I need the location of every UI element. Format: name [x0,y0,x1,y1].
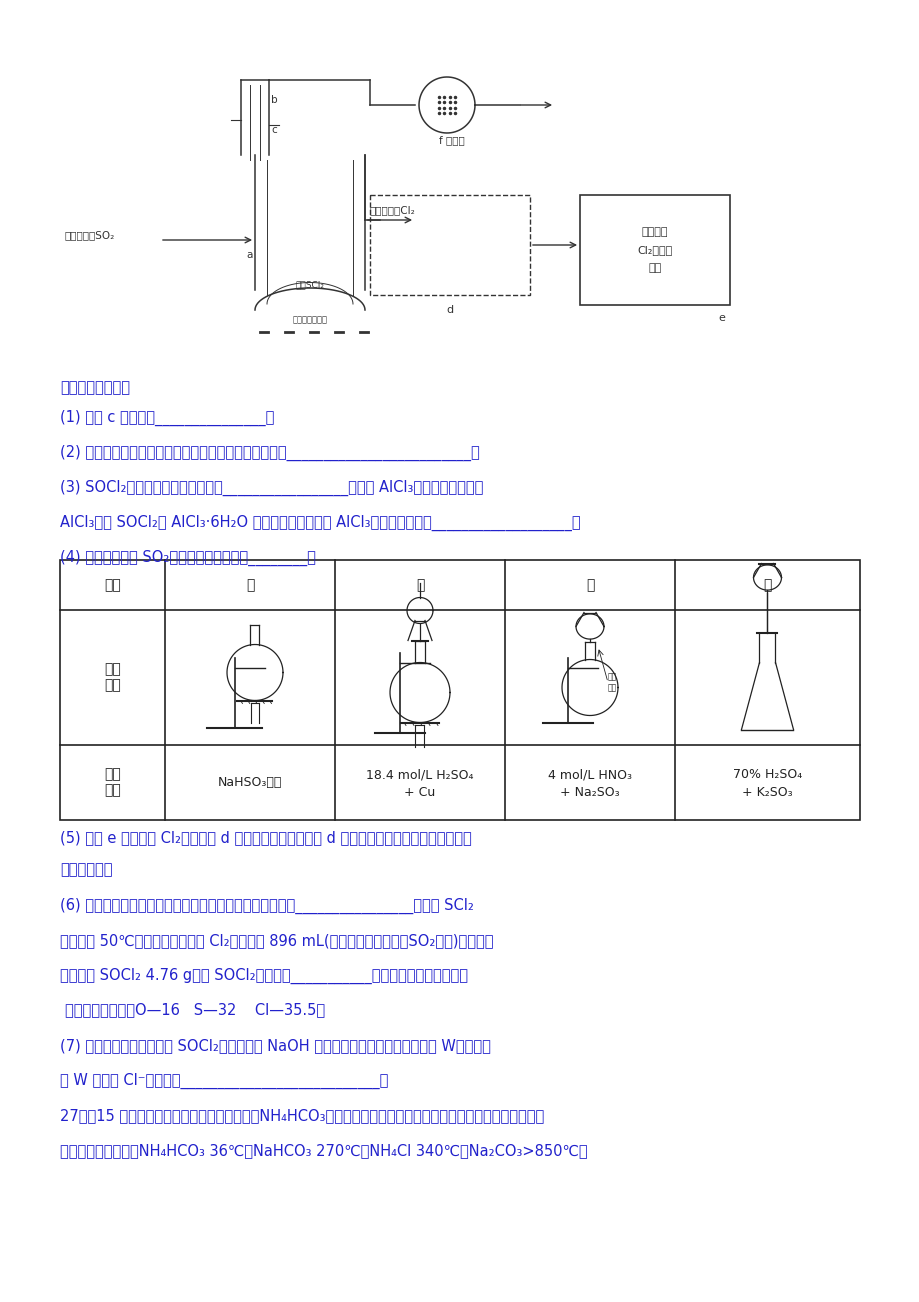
Text: 液态SCl₂: 液态SCl₂ [295,280,324,289]
Text: 乙: 乙 [415,578,424,592]
Bar [579,195,729,305]
Text: (5) 装置 e 中产生的 Cl₂经过装置 d 后进入三颈烧瓶，请在 d 的虚线框内画出所需实验装置图，: (5) 装置 e 中产生的 Cl₂经过装置 d 后进入三颈烧瓶，请在 d 的虚线… [60,829,471,845]
Text: e: e [718,312,724,323]
Text: 活性碳态催化剂: 活性碳态催化剂 [292,315,327,324]
Text: 干燥纯净的Cl₂: 干燥纯净的Cl₂ [369,204,415,215]
Text: 4 mol/L HNO₃: 4 mol/L HNO₃ [548,768,631,781]
Text: (3) SOCl₂与水反应的化学方程式为_________________。蒸干 AlCl₃溶液不能得到无水: (3) SOCl₂与水反应的化学方程式为_________________。蒸干… [60,480,482,496]
Text: Cl₂的发生: Cl₂的发生 [637,245,672,255]
Text: f 碱石灰: f 碱石灰 [438,135,464,145]
Text: 甲: 甲 [245,578,254,592]
Text: 到纯净的 SOCl₂ 4.76 g，则 SOCl₂的产率为___________（保留三位有效数字）。: 到纯净的 SOCl₂ 4.76 g，则 SOCl₂的产率为___________… [60,967,468,984]
Text: (4) 下列四种制备 SO₂的方案中最佳选择是________。: (4) 下列四种制备 SO₂的方案中最佳选择是________。 [60,549,315,566]
Text: 并标出试剂。: 并标出试剂。 [60,862,112,878]
Text: 装置: 装置 [648,263,661,273]
Text: 丁: 丁 [763,578,771,592]
Text: c: c [271,125,277,135]
Text: 27、（15 分）某研究小组以粗盐和碳酸氢铵（NH₄HCO₃）为原料，采用如图所示流程制备纯碱和氯化铵。已知盐: 27、（15 分）某研究小组以粗盐和碳酸氢铵（NH₄HCO₃）为原料，采用如图所… [60,1108,544,1124]
Text: + K₂SO₃: + K₂SO₃ [742,786,792,799]
Text: AlCl₃，使 SOCl₂与 AlCl₃·6H₂O 混合加热可得到无水 AlCl₃，试解释原因：___________________。: AlCl₃，使 SOCl₂与 AlCl₃·6H₂O 混合加热可得到无水 AlCl… [60,516,580,531]
Bar [60,560,859,820]
Text: 请回答下列问题：: 请回答下列问题： [60,380,130,395]
Text: 实验室制: 实验室制 [641,227,667,237]
Text: 的沸点为 50℃）。若反应中消耗 Cl₂的体积为 896 mL(已转化为标准状况，SO₂足量)，最后得: 的沸点为 50℃）。若反应中消耗 Cl₂的体积为 896 mL(已转化为标准状况… [60,934,493,948]
Text: 70% H₂SO₄: 70% H₂SO₄ [732,768,801,781]
Text: NaHSO₃固体: NaHSO₃固体 [218,776,282,789]
Text: + Na₂SO₃: + Na₂SO₃ [560,786,619,799]
Text: (2) 实验室用二氧化锰与浓盐酸共热反应的化学方程式为_________________________。: (2) 实验室用二氧化锰与浓盐酸共热反应的化学方程式为_____________… [60,445,479,461]
Text: 试剂: 试剂 [104,784,120,798]
Text: 干燥纯净的SO₂: 干燥纯净的SO₂ [65,230,115,240]
Text: (6) 实验结束后，将三颈烧瓶中混合物分离开的实验方法是________________（已知 SCl₂: (6) 实验结束后，将三颈烧瓶中混合物分离开的实验方法是____________… [60,898,473,914]
Text: 的热分解温度分别为NH₄HCO₃ 36℃；NaHCO₃ 270℃；NH₄Cl 340℃；Na₂CO₃>850℃。: 的热分解温度分别为NH₄HCO₃ 36℃；NaHCO₃ 270℃；NH₄Cl 3… [60,1143,587,1157]
Text: (7) 分离产物后，向获得的 SOCl₂中加入足量 NaOH 溶液，振荡、静置得到无色溶液 W，检验溶: (7) 分离产物后，向获得的 SOCl₂中加入足量 NaOH 溶液，振荡、静置得… [60,1038,491,1053]
Text: 18.4 mol/L H₂SO₄: 18.4 mol/L H₂SO₄ [366,768,473,781]
Text: + Cu: + Cu [404,786,436,799]
Text: (1) 仪器 c 的名称是_______________。: (1) 仪器 c 的名称是_______________。 [60,410,274,426]
Text: 内: 内 [585,578,594,592]
Text: 有孔
隔板: 有孔 隔板 [607,673,617,693]
Text: （相对原子质量：O—16   S—32    Cl—35.5）: （相对原子质量：O—16 S—32 Cl—35.5） [65,1003,324,1017]
Text: d: d [446,305,453,315]
Text: 方案: 方案 [104,578,120,592]
Text: a: a [246,250,253,260]
Text: 装置: 装置 [104,678,120,693]
Text: 发生: 发生 [104,663,120,677]
Text: 所选: 所选 [104,767,120,781]
Text: b: b [271,95,278,105]
Text: 液 W 中存在 Cl⁻的方法是___________________________。: 液 W 中存在 Cl⁻的方法是_________________________… [60,1073,388,1090]
Bar [369,195,529,296]
